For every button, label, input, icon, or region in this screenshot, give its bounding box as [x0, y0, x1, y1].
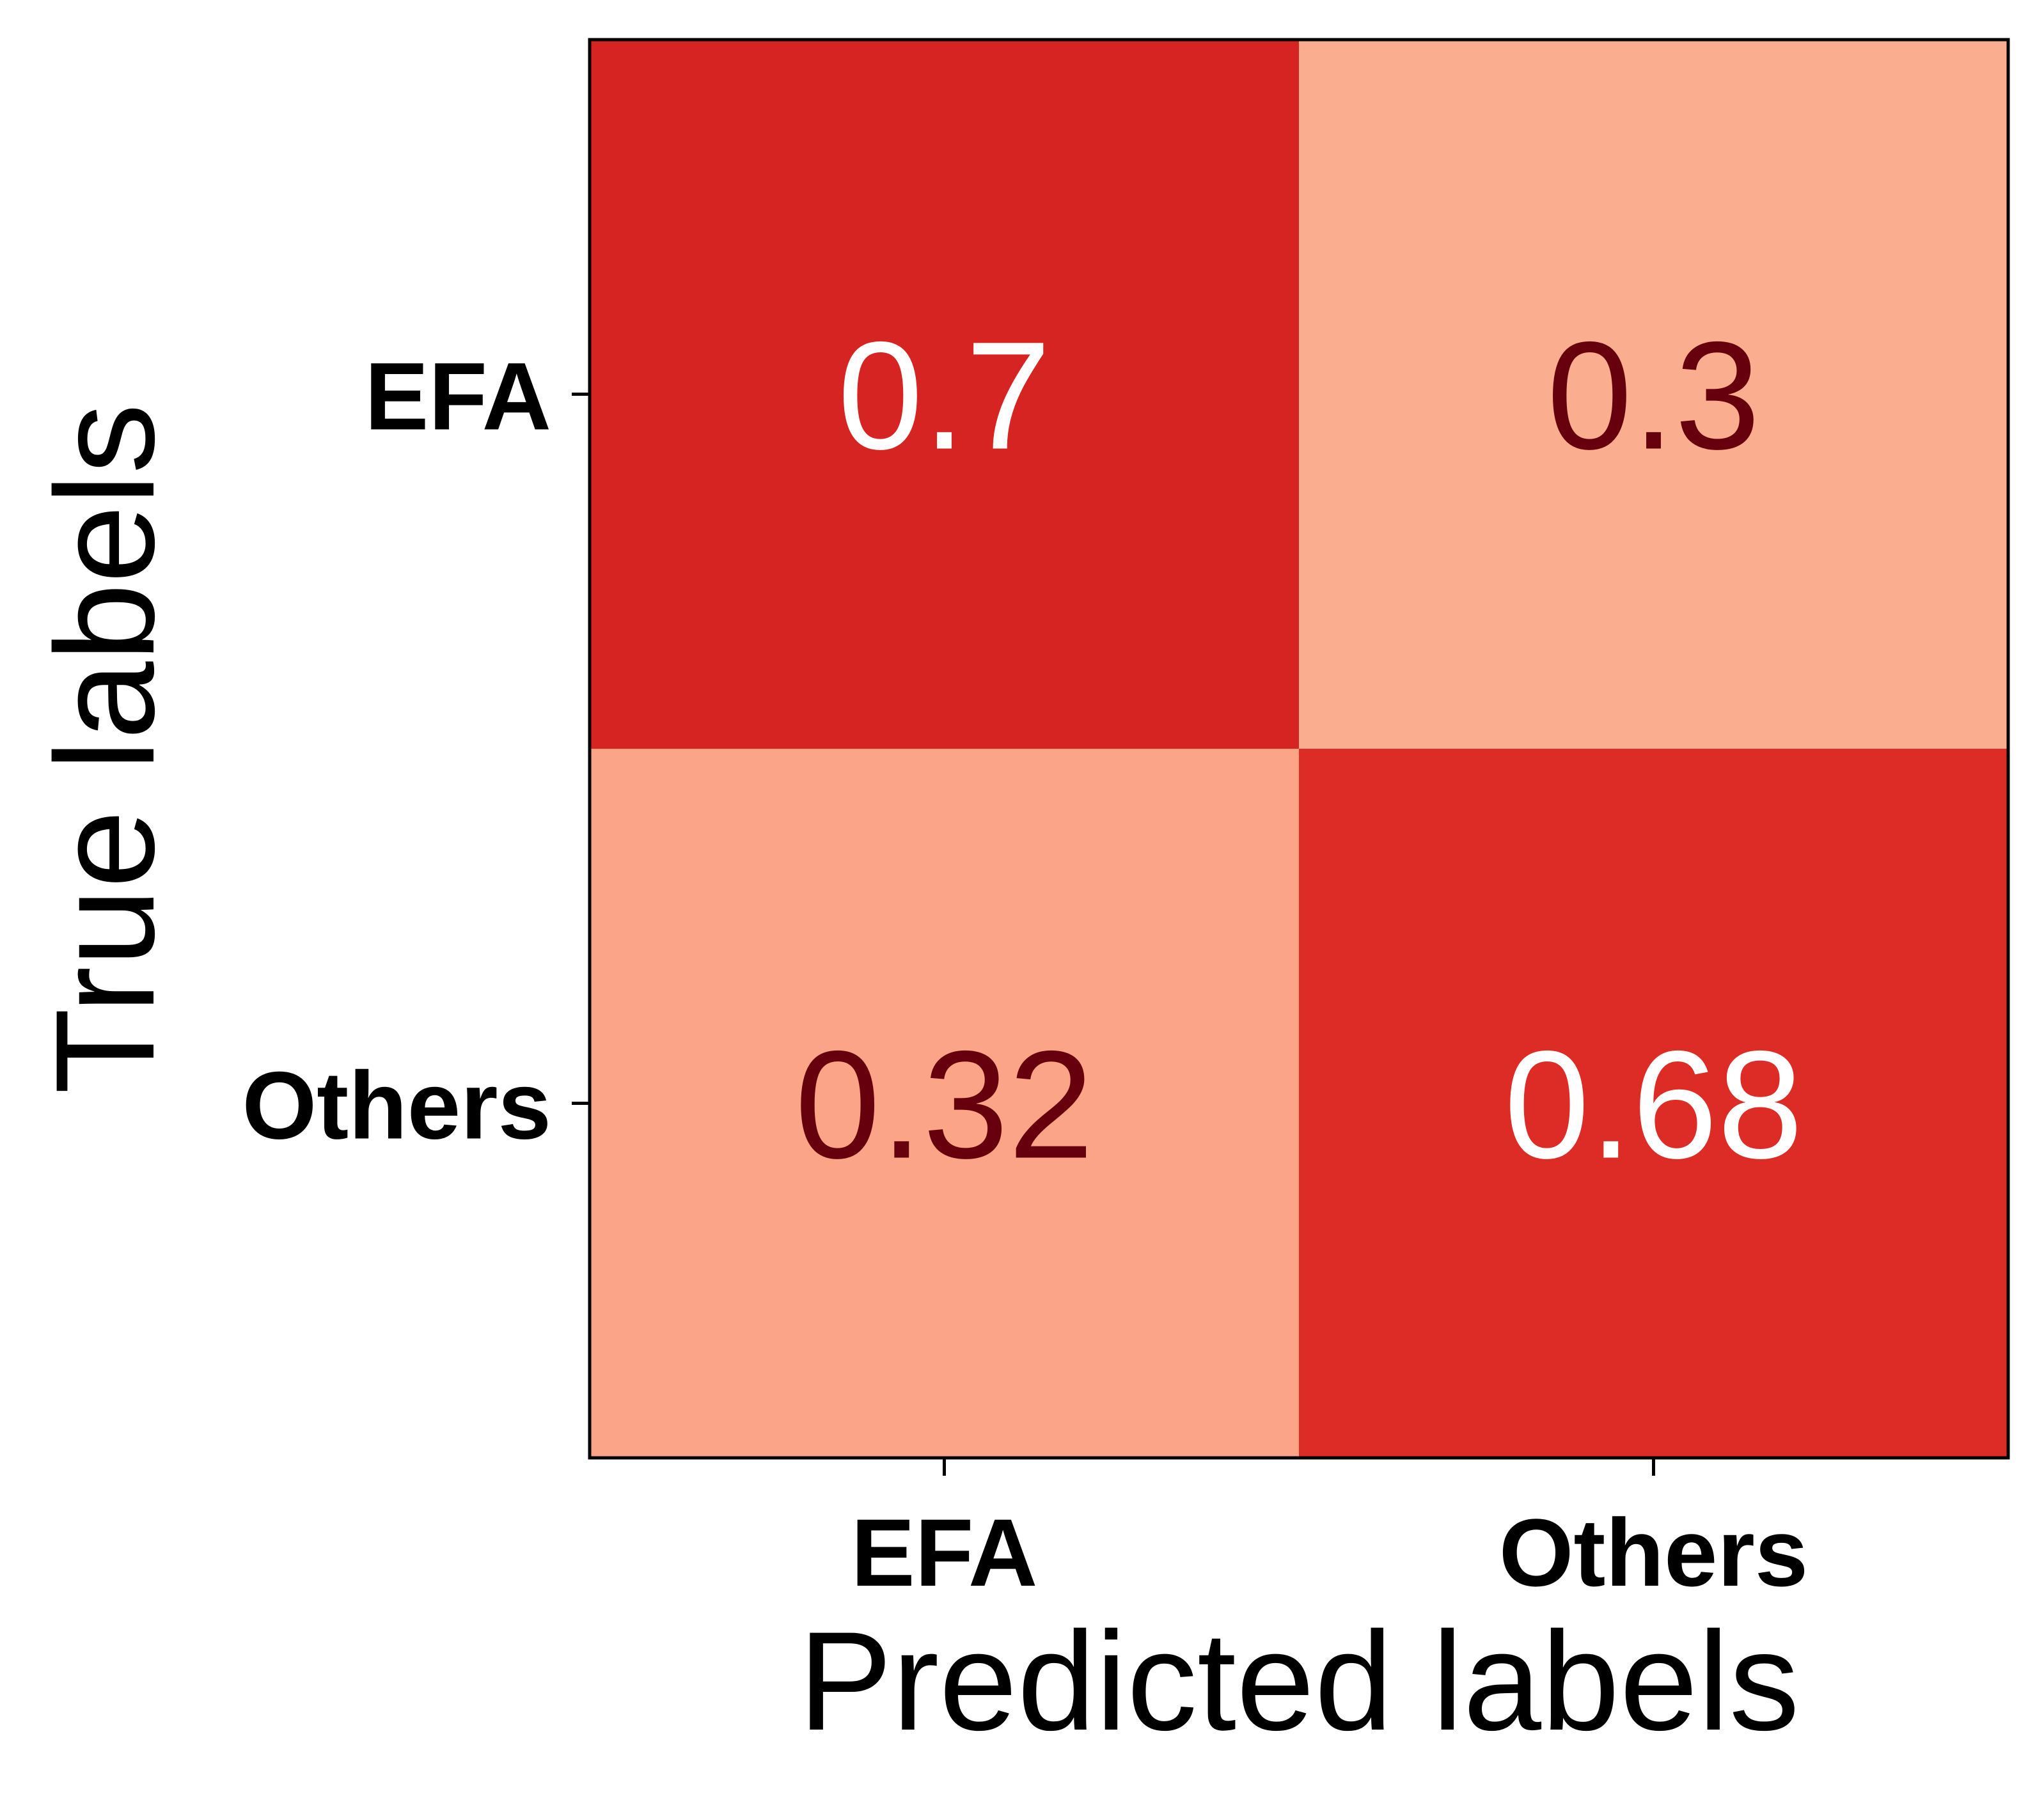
heatmap-cell-r1-c0 — [590, 749, 1300, 1458]
axis-tick-labels: EFA Others EFA Others — [242, 343, 1809, 1607]
heatmap-cell-r0-c1 — [1299, 40, 2009, 749]
heatmap-cell-r1-c1 — [1299, 749, 2009, 1458]
cell-value-label-r0-c0: 0.7 — [838, 310, 1051, 481]
cell-value-label-r0-c1: 0.3 — [1547, 310, 1761, 481]
x-axis-title: Predicted labels — [798, 1602, 1799, 1760]
cell-value-label-r1-c1: 0.68 — [1504, 1019, 1803, 1191]
y-axis-title: True labels — [26, 403, 184, 1094]
x-tick-label-1: Others — [1499, 1499, 1808, 1606]
x-tick-label-0: EFA — [851, 1499, 1038, 1606]
y-tick-label-1: Others — [242, 1052, 551, 1159]
axis-ticks — [572, 393, 1655, 1476]
heatmap-cells — [590, 40, 2009, 1458]
plot-frame — [588, 38, 2010, 1460]
heatmap-cell-labels: 0.7 0.3 0.32 0.68 — [795, 310, 1803, 1191]
heatmap-cell-r0-c0 — [590, 40, 1300, 749]
y-tick-label-0: EFA — [365, 343, 551, 450]
cell-value-label-r1-c0: 0.32 — [795, 1019, 1094, 1191]
